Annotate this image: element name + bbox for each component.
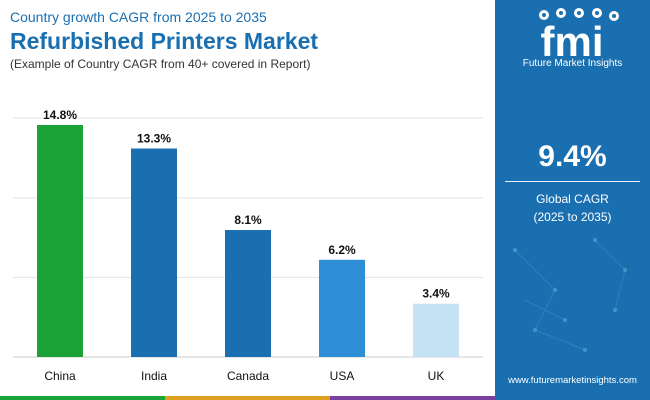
bar-uk xyxy=(413,303,459,357)
bar-india xyxy=(131,148,177,357)
logo-wordmark: fmi xyxy=(541,18,604,65)
footer-bar-purple xyxy=(330,396,495,400)
x-tick-label-uk: UK xyxy=(428,369,445,383)
sidebar-panel: fmi Future Market Insights 9.4% Global C… xyxy=(495,0,650,400)
chart-kicker: Country growth CAGR from 2025 to 2035 xyxy=(10,9,267,25)
footer-bar-orange xyxy=(165,396,330,400)
global-cagr-period: (2025 to 2035) xyxy=(533,210,612,224)
data-label-canada: 8.1% xyxy=(234,213,262,227)
brand-name: Future Market Insights xyxy=(522,58,623,69)
data-label-india: 13.3% xyxy=(137,132,171,146)
divider xyxy=(505,181,640,182)
x-tick-label-china: China xyxy=(44,369,76,383)
bar-usa xyxy=(319,259,365,357)
x-tick-label-usa: USA xyxy=(330,369,355,383)
bar-china xyxy=(37,125,83,357)
fmi-logo: fmi xyxy=(539,8,619,65)
bar-chart: 14.8% China 13.3% India 8.1% Canada 6.2% USA 3.4… xyxy=(13,108,483,383)
x-tick-label-canada: Canada xyxy=(227,369,269,383)
footer-bar-green xyxy=(0,396,165,400)
background-pattern xyxy=(513,238,627,352)
data-label-china: 14.8% xyxy=(43,108,77,122)
chart-subtitle: (Example of Country CAGR from 40+ covere… xyxy=(10,57,311,71)
website-url[interactable]: www.futuremarketinsights.com xyxy=(508,375,637,386)
data-label-usa: 6.2% xyxy=(328,243,356,257)
chart-title: Refurbished Printers Market xyxy=(10,28,319,54)
global-cagr-value: 9.4% xyxy=(538,140,607,173)
chart-header: Country growth CAGR from 2025 to 2035 Re… xyxy=(10,8,480,72)
global-cagr-label: Global CAGR (2025 to 2035) xyxy=(495,190,650,226)
x-tick-label-india: India xyxy=(141,369,167,383)
footer-bar-blue xyxy=(495,396,650,400)
bar-canada xyxy=(225,230,271,357)
data-label-uk: 3.4% xyxy=(422,287,450,301)
global-cagr-label-line1: Global CAGR xyxy=(536,192,609,206)
